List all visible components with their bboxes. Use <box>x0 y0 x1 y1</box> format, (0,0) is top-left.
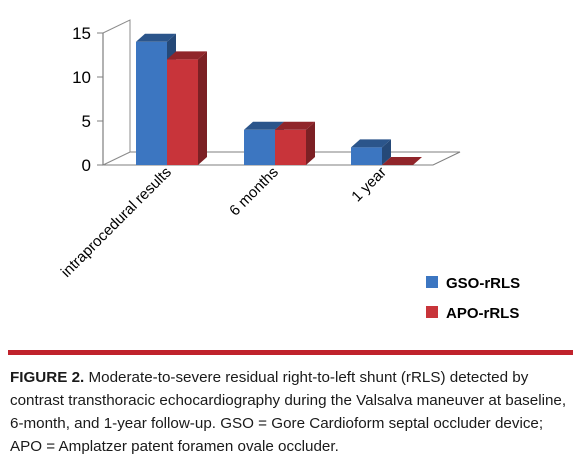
bar-chart: 0 5 10 15 intraprocedural results 6 months 1 … <box>58 19 520 322</box>
bar <box>382 157 422 165</box>
bar <box>167 51 207 165</box>
bar-top <box>351 139 391 148</box>
x-category-label: 1 year <box>348 164 390 206</box>
x-category-label: intraprocedural results <box>58 164 175 281</box>
figure-caption: FIGURE 2. Moderate-to-severe residual ri… <box>10 366 576 458</box>
y-tick-label: 10 <box>72 68 91 87</box>
side-wall <box>102 19 131 166</box>
legend-label: APO-rRLS <box>446 305 519 322</box>
bar-front <box>275 129 306 165</box>
bar <box>351 139 391 165</box>
y-tick-label: 0 <box>82 156 91 175</box>
legend-label: GSO-rRLS <box>446 275 520 292</box>
bar-top <box>167 51 207 60</box>
bar-front <box>244 129 275 165</box>
bar-top <box>382 157 422 165</box>
x-category-label: 6 months <box>226 164 282 220</box>
bar-top <box>275 121 315 130</box>
bar-side <box>382 139 391 165</box>
bar-front <box>351 147 382 165</box>
x-axis-labels: intraprocedural results 6 months 1 year <box>58 164 390 281</box>
bar-top <box>136 33 176 42</box>
bar-front <box>167 59 198 165</box>
caption-text: Moderate-to-severe residual right-to-lef… <box>10 369 567 455</box>
legend: GSO-rRLS APO-rRLS <box>426 275 520 322</box>
figure-label: FIGURE 2. <box>10 369 85 386</box>
y-tick-label: 15 <box>72 24 91 43</box>
bar-top <box>244 121 284 130</box>
bar-side <box>198 51 207 165</box>
y-axis-ticks: 0 5 10 15 <box>72 24 103 175</box>
bar <box>275 121 315 165</box>
caption-rule <box>8 350 573 355</box>
bar-side <box>306 121 315 165</box>
legend-swatch <box>426 276 438 288</box>
bar-front <box>136 41 167 165</box>
y-tick-label: 5 <box>82 112 91 131</box>
bars <box>136 33 422 165</box>
legend-swatch <box>426 306 438 318</box>
